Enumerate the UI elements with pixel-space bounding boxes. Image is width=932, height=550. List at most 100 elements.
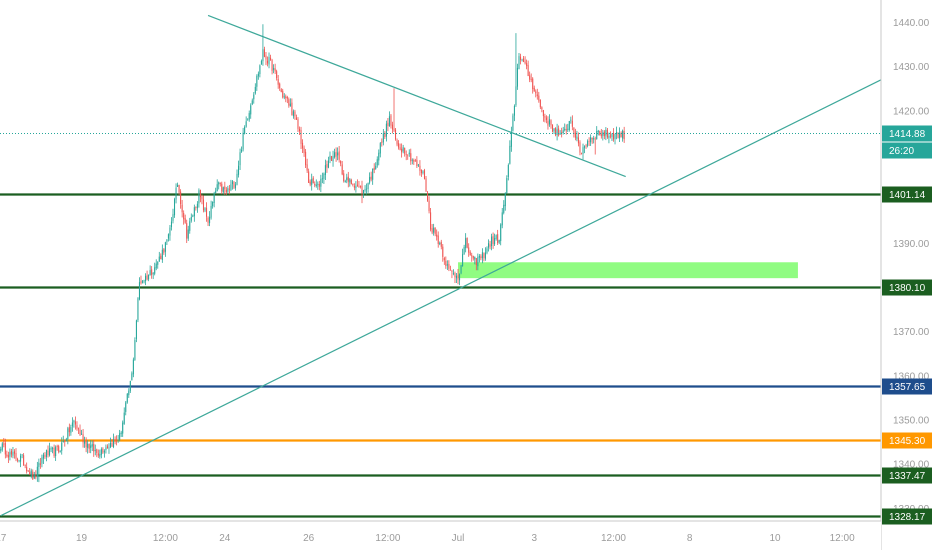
- candle-body: [407, 154, 409, 156]
- candle: [161, 244, 163, 263]
- candle: [358, 180, 360, 188]
- candle: [580, 152, 583, 155]
- falling-resistance-trendline[interactable]: [207, 14, 626, 178]
- candle: [501, 207, 503, 229]
- candle: [440, 239, 442, 250]
- candle: [323, 172, 325, 184]
- candle-body: [297, 119, 299, 129]
- candle-body: [605, 129, 607, 136]
- candle-body: [329, 155, 331, 160]
- candle-body: [137, 298, 139, 321]
- candle: [584, 145, 586, 154]
- candle-body: [375, 165, 377, 169]
- candle-body: [186, 223, 188, 239]
- candle-body: [82, 434, 84, 443]
- candle-body: [570, 119, 572, 121]
- candle: [330, 155, 333, 162]
- candle-body: [366, 188, 368, 190]
- candle-body: [3, 443, 5, 445]
- candle-body: [577, 137, 579, 144]
- candle: [477, 253, 479, 271]
- candle: [227, 185, 229, 194]
- candle: [265, 52, 267, 66]
- candle-body: [401, 148, 403, 153]
- candle: [597, 129, 599, 136]
- candle-body: [519, 56, 522, 60]
- price-axis-background: [881, 0, 932, 550]
- level-price-tag-box: [882, 279, 932, 296]
- candle-body: [439, 243, 441, 245]
- candle-body: [603, 131, 605, 137]
- candle-body: [155, 263, 157, 269]
- candle: [126, 393, 128, 404]
- candle-body: [611, 133, 613, 137]
- candle-body: [518, 56, 520, 70]
- candle: [599, 130, 601, 136]
- candle-body: [346, 177, 348, 181]
- candle-body: [427, 192, 429, 201]
- candle-body: [84, 441, 86, 444]
- candle-body: [207, 217, 209, 223]
- candle: [52, 446, 54, 454]
- candle: [87, 440, 89, 454]
- candle-body: [477, 257, 479, 267]
- candle-body: [210, 205, 212, 218]
- candle: [198, 188, 200, 208]
- candle: [614, 133, 616, 145]
- candle: [375, 162, 377, 170]
- candle: [317, 181, 319, 190]
- candle-body: [61, 442, 63, 451]
- candle-body: [213, 193, 215, 203]
- rising-support-trendline[interactable]: [0, 78, 883, 517]
- candle-body: [535, 91, 537, 94]
- candle-body: [481, 252, 483, 259]
- candle: [314, 181, 316, 188]
- candle: [364, 185, 366, 193]
- candle-body: [41, 457, 43, 464]
- candle-body: [381, 141, 383, 143]
- candle-body: [16, 458, 19, 461]
- candle-body: [327, 160, 330, 168]
- candle: [551, 124, 554, 133]
- candle-body: [236, 173, 238, 185]
- candle: [506, 175, 508, 194]
- candle-body: [455, 275, 458, 279]
- candle-body: [504, 193, 506, 207]
- candle-body: [422, 171, 424, 174]
- candle: [462, 248, 464, 267]
- candle-body: [478, 256, 480, 258]
- candle-body: [433, 227, 435, 233]
- candle-body: [423, 170, 426, 179]
- candle-body: [361, 185, 363, 194]
- candle: [414, 158, 416, 162]
- candle-body: [382, 133, 384, 143]
- candle: [298, 126, 301, 135]
- candle: [135, 319, 137, 343]
- candle: [457, 269, 459, 285]
- candle-body: [12, 451, 14, 456]
- demand-zone[interactable]: [458, 262, 798, 279]
- time-tick-label: 12:00: [830, 533, 855, 544]
- candle: [170, 217, 173, 231]
- candle: [321, 172, 323, 184]
- candle: [221, 181, 223, 195]
- candle-body: [266, 60, 269, 64]
- candle-body: [79, 429, 81, 435]
- candle: [548, 114, 551, 127]
- candle-body: [590, 137, 592, 143]
- candle: [59, 450, 61, 453]
- candle-body: [338, 151, 340, 160]
- candle-body: [334, 152, 336, 158]
- candle-body: [6, 454, 8, 457]
- candle-body: [617, 133, 619, 138]
- candle: [154, 262, 156, 276]
- candle: [442, 244, 444, 262]
- candle-body: [526, 63, 528, 67]
- candle: [149, 265, 151, 276]
- candle-body: [128, 390, 130, 396]
- candle-body: [330, 156, 333, 161]
- candle-body: [184, 218, 186, 223]
- candle: [420, 169, 422, 177]
